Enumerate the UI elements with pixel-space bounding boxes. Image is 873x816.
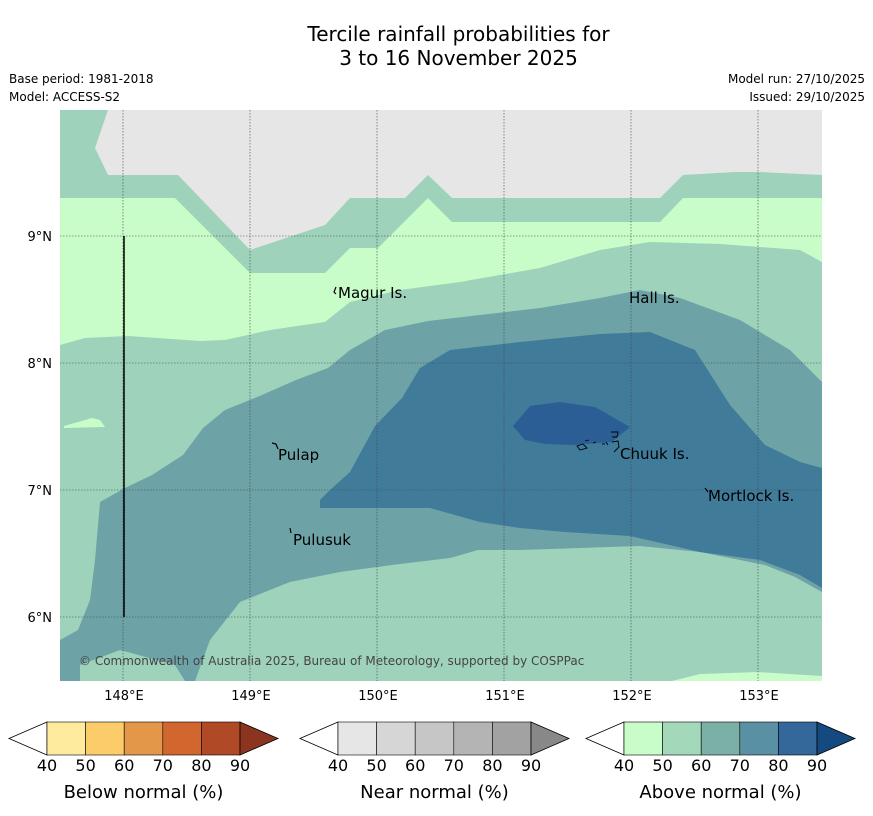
place-label: Hall Is. bbox=[629, 289, 680, 307]
x-tick-label: 150°E bbox=[358, 689, 398, 704]
title-line-1: Tercile rainfall probabilities for bbox=[307, 22, 610, 46]
y-tick-label: 6°N bbox=[28, 611, 53, 626]
y-axis-ticks: 9°N 8°N 7°N 6°N bbox=[28, 230, 53, 626]
colorbar-cell bbox=[700, 721, 741, 756]
colorbar-tick: 70 bbox=[153, 756, 173, 775]
place-label: Chuuk Is. bbox=[620, 445, 689, 463]
colorbar-cell bbox=[46, 721, 86, 756]
colorbar-legends: 40 50 60 70 80 90 Below normal (%) 40 50 60 70 80 90… bbox=[7, 721, 857, 803]
colorbar-tick: 80 bbox=[768, 756, 788, 775]
below-normal-colorbar: 40 50 60 70 80 90 Below normal (%) bbox=[7, 721, 280, 803]
islands bbox=[271, 286, 709, 534]
colorbar-tick: 60 bbox=[114, 756, 134, 775]
colorbar-cell bbox=[376, 721, 416, 756]
place-label: Magur Is. bbox=[338, 284, 407, 302]
colorbar-cell bbox=[162, 721, 202, 756]
colorbar-cell bbox=[778, 721, 818, 756]
x-tick-label: 149°E bbox=[231, 689, 271, 704]
colorbar-tick: 40 bbox=[614, 756, 634, 775]
title-line-2: 3 to 16 November 2025 bbox=[339, 46, 578, 70]
island-pulusuk bbox=[289, 527, 292, 534]
above-40-patch bbox=[64, 418, 105, 428]
colorbar-tick: 60 bbox=[691, 756, 711, 775]
colorbar-cell bbox=[453, 721, 493, 756]
colorbar-tick: 90 bbox=[521, 756, 541, 775]
colorbar-tick: 50 bbox=[366, 756, 386, 775]
near-normal-colorbar: 40 50 60 70 80 90 Near normal (%) bbox=[298, 721, 571, 803]
copyright-notice: © Commonwealth of Australia 2025, Bureau… bbox=[79, 654, 584, 668]
model-run-date: Model run: 27/10/2025 bbox=[727, 72, 865, 86]
above-40-region bbox=[60, 198, 822, 345]
colorbar-cell bbox=[337, 721, 377, 756]
run-info-right: Model run: 27/10/2025 Issued: 29/10/2025 bbox=[728, 70, 865, 106]
colorbar-tick: 50 bbox=[652, 756, 672, 775]
colorbar-tick: 90 bbox=[807, 756, 827, 775]
x-axis-ticks: 148°E 149°E 150°E 151°E 152°E 153°E bbox=[104, 689, 779, 704]
colorbar-tick: 50 bbox=[75, 756, 95, 775]
colorbar-high-arrow bbox=[530, 721, 571, 756]
colorbar-tick: 80 bbox=[191, 756, 211, 775]
issued-date: Issued: 29/10/2025 bbox=[749, 90, 865, 104]
colorbar-cell bbox=[414, 721, 455, 756]
colorbar-tick: 40 bbox=[37, 756, 57, 775]
colorbar-low-arrow bbox=[298, 721, 339, 756]
colorbar-cell bbox=[739, 721, 779, 756]
model-name: Model: ACCESS-S2 bbox=[9, 90, 121, 104]
map-panel: Magur Is. Hall Is. Pulap Chuuk Is. Mortl… bbox=[60, 110, 822, 681]
colorbar-tick: 70 bbox=[730, 756, 750, 775]
colorbar-low-arrow bbox=[7, 721, 48, 756]
above-50-south-region bbox=[80, 650, 185, 681]
near-normal-region bbox=[60, 110, 822, 250]
x-tick-label: 151°E bbox=[485, 689, 525, 704]
colorbar-high-arrow bbox=[239, 721, 280, 756]
y-tick-label: 8°N bbox=[28, 357, 53, 372]
place-label: Pulusuk bbox=[293, 531, 351, 549]
colorbar-cell bbox=[201, 721, 241, 756]
near-normal-legend-title: Near normal (%) bbox=[360, 782, 509, 803]
graticule bbox=[60, 110, 822, 681]
colorbar-cell bbox=[492, 721, 532, 756]
above-normal-colorbar: 40 50 60 70 80 90 Above normal (%) bbox=[584, 721, 857, 803]
island-mortlock bbox=[704, 487, 709, 493]
above-70-region bbox=[320, 332, 822, 588]
run-info-left: Base period: 1981-2018 Model: ACCESS-S2 bbox=[9, 70, 154, 106]
x-tick-label: 153°E bbox=[739, 689, 779, 704]
y-tick-label: 7°N bbox=[28, 484, 53, 499]
base-period: Base period: 1981-2018 bbox=[9, 72, 154, 86]
x-tick-label: 148°E bbox=[104, 689, 144, 704]
colorbar-cell bbox=[85, 721, 125, 756]
colorbar-low-arrow bbox=[584, 721, 625, 756]
colorbar-cell bbox=[662, 721, 702, 756]
colorbar-tick: 40 bbox=[328, 756, 348, 775]
above-40-south-patch bbox=[672, 672, 822, 681]
island-chuuk-lagoon bbox=[576, 431, 620, 453]
colorbar-high-arrow bbox=[816, 721, 857, 756]
colorbar-tick: 70 bbox=[444, 756, 464, 775]
place-label: Mortlock Is. bbox=[708, 487, 794, 505]
above-normal-legend-title: Above normal (%) bbox=[639, 782, 801, 803]
colorbar-cell bbox=[123, 721, 164, 756]
island-magur bbox=[333, 286, 337, 295]
colorbar-cell bbox=[623, 721, 663, 756]
y-tick-label: 9°N bbox=[28, 230, 53, 245]
x-tick-label: 152°E bbox=[612, 689, 652, 704]
colorbar-tick: 90 bbox=[230, 756, 250, 775]
colorbar-tick: 60 bbox=[405, 756, 425, 775]
below-normal-legend-title: Below normal (%) bbox=[64, 782, 224, 803]
map-title: Tercile rainfall probabilities for 3 to … bbox=[0, 22, 873, 70]
place-label: Pulap bbox=[278, 446, 319, 464]
colorbar-tick: 80 bbox=[482, 756, 502, 775]
place-labels: Magur Is. Hall Is. Pulap Chuuk Is. Mortl… bbox=[278, 284, 794, 549]
island-pulap bbox=[271, 442, 279, 450]
above-80-region bbox=[513, 402, 630, 445]
